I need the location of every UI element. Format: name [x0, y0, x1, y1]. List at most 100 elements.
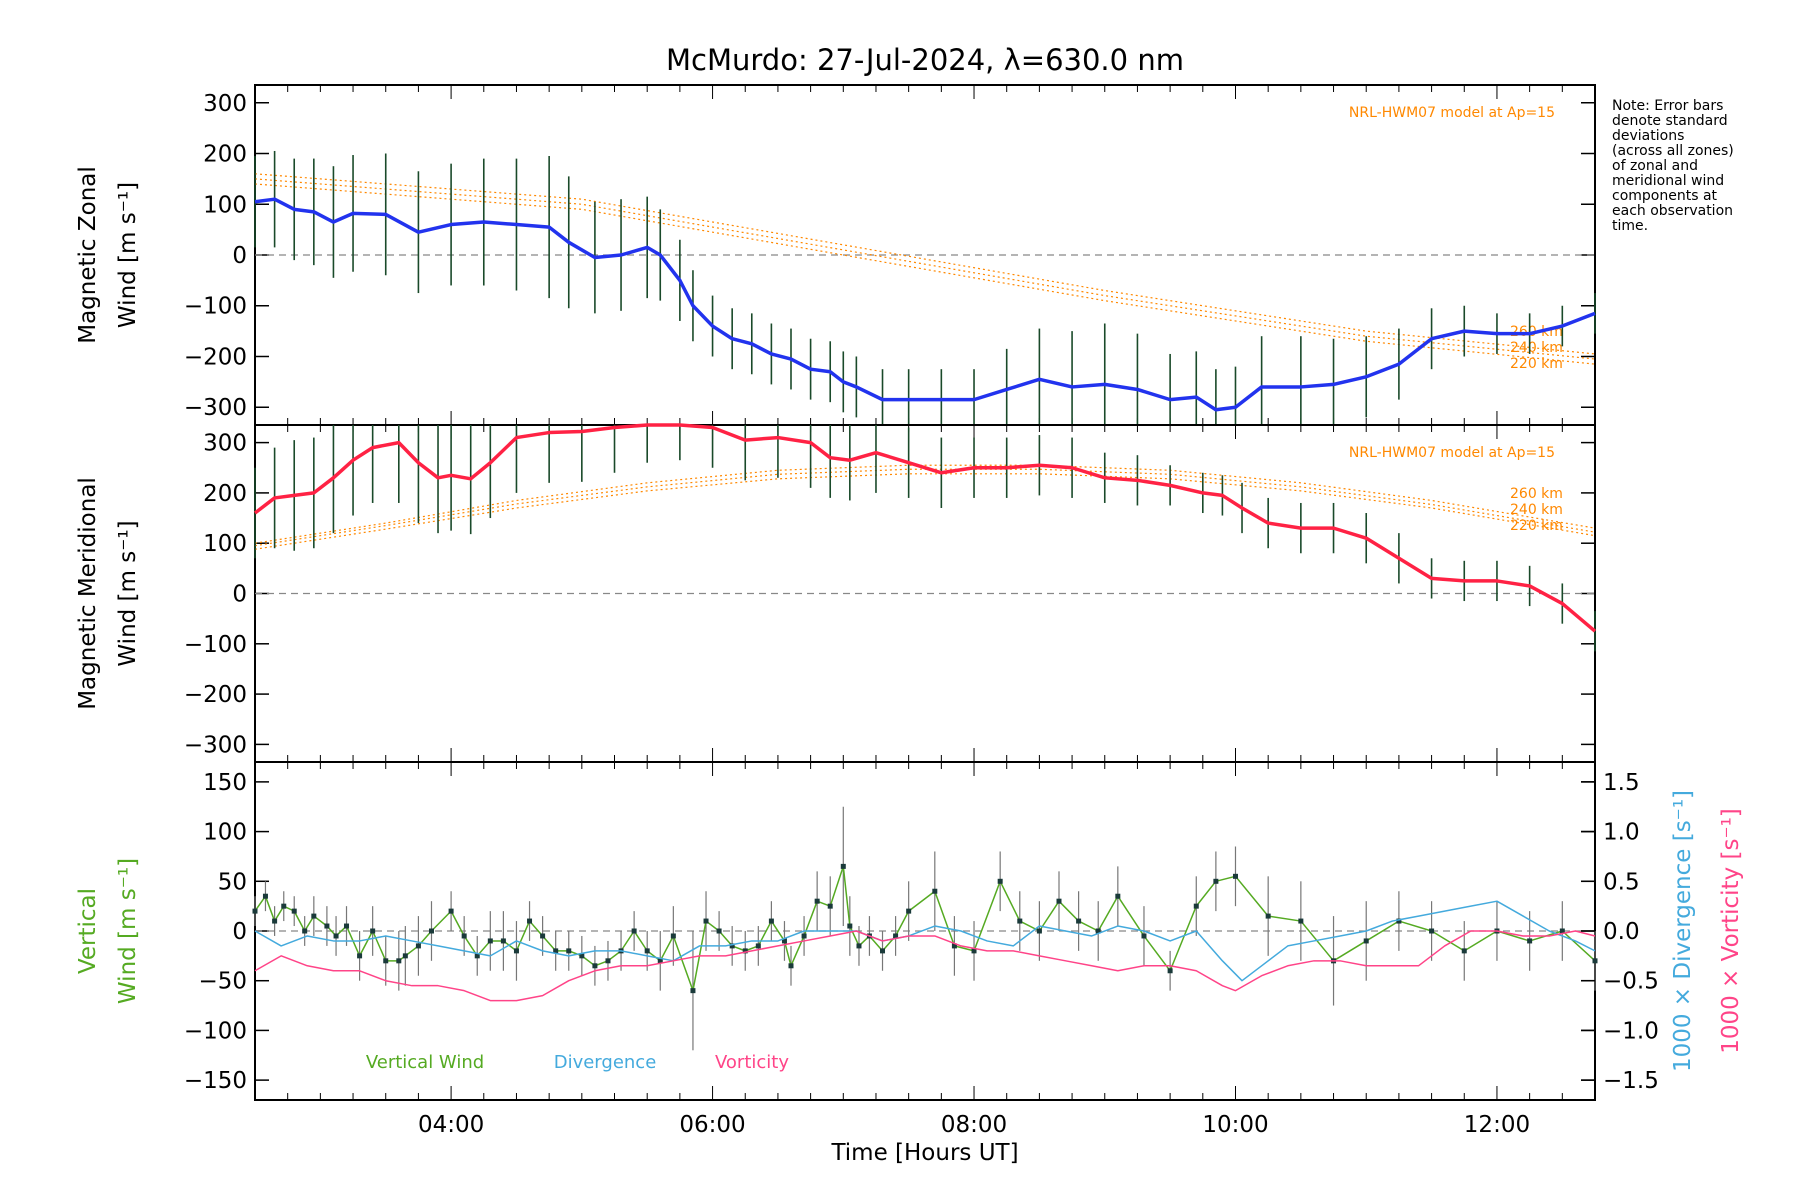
- panel-zonal: 300 200 100 0 −100 −200 −300 Magnetic Zonal Wind…: [75, 84, 1596, 426]
- y2-tick-label: 0.0: [1603, 919, 1640, 945]
- data-point: [657, 958, 663, 964]
- x-tick-label: 04:00: [418, 1112, 484, 1138]
- y-axis-label: Wind [m s⁻¹]: [115, 520, 141, 666]
- y-tick-label: −100: [184, 1018, 247, 1044]
- panel-meridional: 300 200 100 0 −100 −200 −300 Magnetic Meridiona…: [75, 423, 1597, 763]
- data-point: [856, 943, 862, 949]
- series-line-vertical-wind: [254, 865, 1596, 992]
- y-tick-label: 0: [232, 582, 247, 608]
- plot-frame: [254, 761, 1596, 1101]
- data-point: [415, 943, 421, 949]
- x-tick-label: 10:00: [1202, 1112, 1268, 1138]
- model-label: NRL-HWM07 model at Ap=15: [1349, 445, 1555, 461]
- y-tick-label: −200: [184, 682, 247, 708]
- data-point: [971, 948, 977, 954]
- data-point: [1095, 928, 1101, 934]
- y-axis-label: Magnetic Zonal: [75, 166, 101, 344]
- data-point: [1141, 933, 1147, 939]
- y-tick-label: 50: [218, 869, 247, 895]
- data-point: [1167, 968, 1173, 974]
- data-point: [1193, 903, 1199, 909]
- model-label: NRL-HWM07 model at Ap=15: [1349, 105, 1555, 121]
- plot-frame: [254, 84, 1596, 426]
- model-curve: [254, 178, 1596, 360]
- data-point: [893, 933, 899, 939]
- data-point: [1076, 918, 1082, 924]
- y2-tick-label: 1.0: [1603, 820, 1640, 846]
- note-line: Note: Error bars: [1612, 98, 1723, 114]
- data-point: [357, 953, 363, 959]
- data-point: [1213, 878, 1219, 884]
- data-point: [333, 933, 339, 939]
- data-point: [631, 928, 637, 934]
- model-altitude-label: 220 km: [1510, 518, 1563, 534]
- y2-axis-label: 1000 × Divergence [s⁻¹]: [1670, 790, 1696, 1072]
- y-tick-label: 0: [232, 243, 247, 269]
- data-point: [262, 893, 268, 899]
- y-axis-label: Wind [m s⁻¹]: [115, 182, 141, 328]
- y-axis-label: Magnetic Meridional: [75, 477, 101, 710]
- data-point: [755, 943, 761, 949]
- data-point: [788, 963, 794, 969]
- data-point: [1363, 938, 1369, 944]
- model-altitude-label: 240 km: [1510, 340, 1563, 356]
- data-point: [1592, 958, 1598, 964]
- y2-tick-label: −0.5: [1603, 969, 1659, 995]
- data-point: [605, 958, 611, 964]
- data-point: [1298, 918, 1304, 924]
- data-point: [1232, 873, 1238, 879]
- model-altitude-label: 260 km: [1510, 486, 1563, 502]
- y-tick-label: 200: [203, 142, 247, 168]
- model-curve: [254, 473, 1596, 550]
- data-point: [906, 908, 912, 914]
- model-curve: [254, 468, 1596, 547]
- legend-item: Divergence: [554, 1052, 657, 1073]
- data-point: [814, 898, 820, 904]
- data-point: [592, 963, 598, 969]
- y2-tick-label: 1.5: [1603, 770, 1640, 796]
- data-point: [1429, 928, 1435, 934]
- note-line: components at: [1612, 188, 1718, 204]
- data-point: [742, 948, 748, 954]
- y-tick-label: 100: [203, 531, 247, 557]
- data-point: [880, 948, 886, 954]
- data-point: [729, 943, 735, 949]
- note-line: each observation: [1612, 203, 1733, 219]
- data-point: [527, 918, 533, 924]
- y-tick-label: −300: [184, 395, 247, 421]
- y-tick-label: 0: [232, 919, 247, 945]
- data-point: [827, 903, 833, 909]
- series-line-vorticity: [254, 930, 1596, 1002]
- note-line: of zonal and: [1612, 158, 1698, 174]
- data-point: [670, 933, 676, 939]
- y2-tick-label: 0.5: [1603, 869, 1640, 895]
- y-tick-label: −200: [184, 344, 247, 370]
- y3-axis-label: 1000 × Vorticity [s⁻¹]: [1718, 808, 1744, 1054]
- data-point: [644, 948, 650, 954]
- y-tick-label: −50: [198, 969, 247, 995]
- panel-vertical: 150 100 50 0 −50 −100 −150 Vertical Wind [m s⁻¹]…: [75, 761, 1744, 1101]
- y-axis-label: Vertical: [75, 888, 101, 974]
- note-line: meridional wind: [1612, 173, 1724, 189]
- x-axis-label: Time [Hours UT]: [830, 1140, 1018, 1166]
- y-tick-label: 100: [203, 820, 247, 846]
- data-point: [566, 948, 572, 954]
- data-point: [324, 923, 330, 929]
- data-point: [344, 923, 350, 929]
- y-tick-label: 300: [203, 431, 247, 457]
- y2-tick-label: −1.0: [1603, 1018, 1659, 1044]
- data-point: [801, 933, 807, 939]
- data-point: [402, 953, 408, 959]
- note-line: (across all zones): [1612, 143, 1734, 159]
- model-curve: [254, 464, 1596, 544]
- data-point: [1527, 938, 1533, 944]
- data-point: [448, 908, 454, 914]
- note-line: time.: [1612, 218, 1648, 234]
- data-point: [428, 928, 434, 934]
- data-point: [396, 958, 402, 964]
- data-point: [1559, 928, 1565, 934]
- data-point: [781, 938, 787, 944]
- chart-title: McMurdo: 27-Jul-2024, λ=630.0 nm: [666, 43, 1184, 77]
- data-point: [716, 928, 722, 934]
